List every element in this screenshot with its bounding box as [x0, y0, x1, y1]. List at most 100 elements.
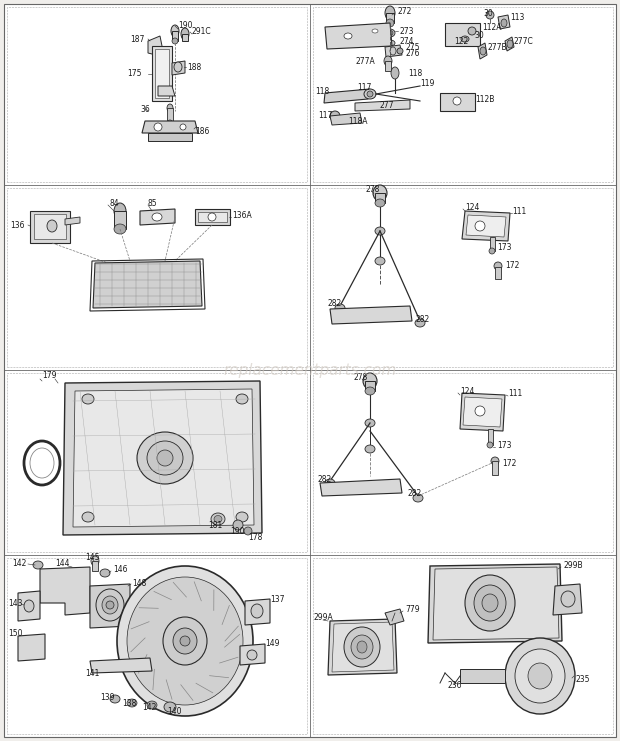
- Ellipse shape: [501, 19, 507, 27]
- Ellipse shape: [357, 641, 367, 653]
- Bar: [313, 373, 613, 552]
- Text: 137: 137: [270, 594, 285, 603]
- Ellipse shape: [507, 40, 513, 48]
- Ellipse shape: [363, 373, 377, 389]
- Polygon shape: [330, 113, 362, 125]
- Polygon shape: [505, 37, 514, 51]
- Ellipse shape: [147, 441, 183, 475]
- Ellipse shape: [461, 36, 469, 42]
- Ellipse shape: [561, 591, 575, 607]
- Polygon shape: [18, 591, 40, 621]
- Ellipse shape: [505, 638, 575, 714]
- Text: 236: 236: [447, 680, 461, 689]
- Polygon shape: [440, 93, 475, 111]
- Ellipse shape: [154, 123, 162, 131]
- Polygon shape: [90, 658, 152, 673]
- Text: 111: 111: [508, 390, 522, 399]
- Polygon shape: [385, 45, 402, 57]
- Ellipse shape: [100, 569, 110, 577]
- Text: 277A: 277A: [355, 56, 374, 65]
- Polygon shape: [158, 86, 175, 96]
- Bar: [385, 61, 391, 71]
- Text: 36: 36: [140, 104, 150, 113]
- Bar: [386, 13, 394, 23]
- Ellipse shape: [247, 650, 257, 660]
- Polygon shape: [148, 36, 165, 56]
- Bar: [114, 211, 126, 229]
- Polygon shape: [172, 61, 185, 75]
- Text: 779: 779: [405, 605, 420, 614]
- Text: 149: 149: [265, 639, 280, 648]
- Ellipse shape: [375, 227, 385, 235]
- Polygon shape: [198, 212, 227, 222]
- Text: 111: 111: [512, 207, 526, 216]
- Ellipse shape: [387, 30, 393, 36]
- Ellipse shape: [385, 6, 395, 20]
- Text: 172: 172: [505, 262, 520, 270]
- Ellipse shape: [375, 257, 385, 265]
- Polygon shape: [240, 644, 265, 665]
- Ellipse shape: [335, 304, 345, 312]
- Polygon shape: [325, 23, 392, 49]
- Ellipse shape: [214, 516, 222, 522]
- Text: 179: 179: [42, 371, 56, 380]
- Ellipse shape: [413, 494, 423, 502]
- Bar: [7, 373, 307, 552]
- Ellipse shape: [391, 67, 399, 79]
- Text: 112A: 112A: [482, 22, 502, 32]
- Text: 278: 278: [353, 373, 368, 382]
- Ellipse shape: [181, 28, 189, 40]
- Text: 84: 84: [110, 199, 120, 207]
- Polygon shape: [433, 567, 559, 640]
- Text: 124: 124: [465, 202, 479, 211]
- Bar: [495, 267, 501, 279]
- Polygon shape: [40, 567, 90, 615]
- Ellipse shape: [173, 628, 197, 654]
- Ellipse shape: [528, 663, 552, 689]
- Polygon shape: [245, 599, 270, 625]
- Text: 140: 140: [167, 706, 182, 716]
- Text: 113: 113: [510, 13, 525, 21]
- Ellipse shape: [211, 513, 225, 525]
- Polygon shape: [320, 479, 402, 496]
- Text: 138: 138: [122, 699, 136, 708]
- Bar: [313, 7, 613, 182]
- Ellipse shape: [475, 221, 485, 231]
- Ellipse shape: [330, 111, 340, 121]
- Ellipse shape: [486, 11, 494, 19]
- Polygon shape: [355, 100, 410, 111]
- Text: 136A: 136A: [232, 211, 252, 221]
- Ellipse shape: [172, 38, 178, 44]
- Polygon shape: [445, 23, 480, 46]
- Ellipse shape: [171, 25, 179, 37]
- Ellipse shape: [515, 649, 565, 703]
- Ellipse shape: [364, 89, 376, 99]
- Text: 124: 124: [460, 387, 474, 396]
- Polygon shape: [385, 609, 404, 625]
- Text: 142: 142: [12, 559, 27, 568]
- Text: 235: 235: [575, 674, 590, 683]
- Ellipse shape: [24, 600, 34, 612]
- Ellipse shape: [385, 29, 395, 37]
- Ellipse shape: [474, 585, 506, 621]
- Text: 148: 148: [132, 579, 146, 588]
- Polygon shape: [30, 211, 70, 243]
- Text: 282: 282: [415, 314, 429, 324]
- Polygon shape: [428, 564, 562, 643]
- Ellipse shape: [351, 635, 373, 659]
- Bar: [492, 461, 498, 475]
- Bar: [7, 7, 307, 182]
- Polygon shape: [324, 89, 370, 103]
- Text: 172: 172: [502, 459, 516, 468]
- Text: 273: 273: [400, 27, 415, 36]
- Polygon shape: [328, 619, 397, 675]
- Ellipse shape: [127, 577, 243, 705]
- Bar: [313, 188, 613, 367]
- Bar: [313, 558, 613, 734]
- Ellipse shape: [365, 445, 375, 453]
- Ellipse shape: [480, 47, 486, 55]
- Polygon shape: [553, 584, 582, 615]
- Text: 190: 190: [178, 21, 192, 30]
- Text: 118: 118: [408, 68, 422, 78]
- Text: 136: 136: [10, 221, 25, 230]
